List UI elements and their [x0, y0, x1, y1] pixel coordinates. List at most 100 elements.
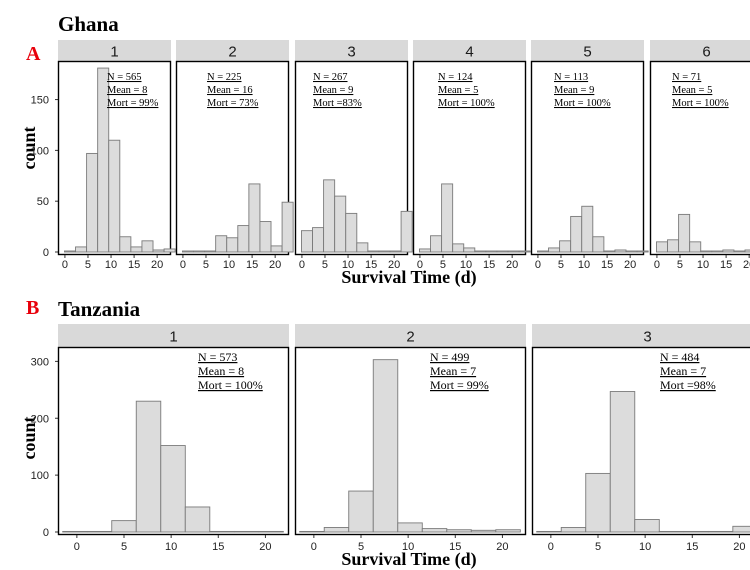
panel-a-facet-1: 1 N = 565 Mean = 8 Mort = 99% 0 5 10 15 20: [57, 40, 176, 271]
panel-a-facet-3-bar: [356, 242, 369, 253]
panel-b-facet-frame: [294, 346, 527, 536]
panel-b-x-tick-label: 10: [639, 541, 651, 553]
panel-a-facet-1-bar: [141, 240, 154, 253]
panel-a-facet-4-bar: [474, 250, 487, 253]
panel-a-facet-4-stat: Mean = 5: [438, 85, 478, 96]
panel-a-x-tick-label: 5: [85, 259, 91, 271]
panel-a-facet-3: 3 N = 267 Mean = 9 Mort =83% 0 5 10 15 20: [294, 40, 413, 271]
panel-a-facet-5-bar: [614, 249, 627, 253]
panel-b-facet-3-bar: [658, 530, 685, 533]
panel-a-x-tick-label: 0: [417, 259, 423, 271]
panel-b-facet-1-bar: [86, 530, 113, 533]
panel-b-facet-1-stat: N = 573: [198, 350, 237, 364]
panel-b-facet-2-bar: [446, 529, 472, 533]
panel-b-facet-2-bar: [397, 522, 423, 533]
panel-a-x-tick-label: 10: [342, 259, 354, 271]
panel-b-title: Tanzania: [58, 297, 141, 321]
panel-a-x-tick-label: 0: [299, 259, 305, 271]
panel-a-facet-strip-label: 2: [228, 44, 236, 61]
panel-b-facet-1-bar: [233, 530, 260, 533]
panel-a-title: Ghana: [58, 12, 119, 36]
panel-a-facet-3-stat: Mean = 9: [313, 85, 353, 96]
panel-a-x-tick-label: 5: [203, 259, 209, 271]
panel-b-y-tick-label: 200: [31, 413, 49, 425]
panel-a-facet-5: 5 N = 113 Mean = 9 Mort = 100% 0 5 10 15 20: [530, 40, 649, 271]
panel-b-facet-strip: [295, 324, 526, 347]
panel-a-facet-1-bar: [119, 236, 132, 253]
panel-b-x-tick-label: 20: [496, 541, 508, 553]
panel-a-facet-strip: [176, 40, 289, 61]
panel-a-facet-5-bar: [592, 236, 605, 253]
panel-a-facet-3-bar: [312, 227, 325, 253]
panel-a-facet-4-bar: [441, 183, 454, 253]
panel-a-facet-6-bar: [744, 249, 750, 253]
panel-a-facet-3-bar: [301, 230, 313, 253]
panel-a-facet-frame: [412, 60, 527, 256]
panel-a-facet-5-bar: [537, 250, 549, 253]
panel-b-facet-strip-label: 3: [643, 329, 651, 346]
panel-a-facet-6-bar: [700, 250, 713, 253]
panel-a-facet-1-bar: [163, 248, 176, 253]
panel-a-facet-1-bar: [108, 139, 121, 253]
panel-a-facet-6: 6N = 71 Mean = 5 Mort = 100% 0 5 10 15 20: [649, 40, 750, 271]
panel-a-facet-4-stat: Mort = 100%: [438, 98, 495, 109]
panel-a-y-tick-label: 150: [31, 95, 49, 107]
panel-b-facet-3-bar: [707, 530, 734, 533]
panel-b-x-tick-label: 10: [402, 541, 414, 553]
panel-b-facet-3-stat: N = 484: [660, 350, 699, 364]
panel-a-x-tick-label: 20: [151, 259, 163, 271]
panel-b-facet-3-bar: [732, 525, 750, 533]
panel-a-facet-2-bar: [248, 183, 261, 253]
panel-a-facet-1-bar: [152, 249, 165, 253]
panel-a-facet-3-bar: [345, 212, 358, 253]
panel-b-facet-3-stat: Mort =98%: [660, 378, 716, 392]
panel-a-facet-strip: [295, 40, 408, 61]
panel-a-facet-4-bar: [463, 247, 476, 253]
panel-a-x-tick-label: 10: [105, 259, 117, 271]
panel-a-facet-3-bar: [334, 195, 347, 253]
panel-b-facet-2-bar: [495, 529, 521, 533]
panel-a-facet-4-bar: [419, 248, 431, 253]
panel-a-x-tick-label: 15: [720, 259, 732, 271]
panel-a-facet-6-stat: N = 71: [672, 72, 701, 83]
panel-a-y-tick-label: 100: [31, 145, 49, 157]
panel-a-facet-6-bar: [689, 241, 702, 253]
panel-a-x-tick-label: 5: [440, 259, 446, 271]
panel-b-facet-strip-label: 1: [169, 329, 177, 346]
panel-a-facet-5-stat: Mort = 100%: [554, 98, 611, 109]
panel-a-facet-5-stat: Mean = 9: [554, 85, 594, 96]
panel-b-facet-2-bar: [323, 527, 350, 533]
panel-a-facet-4-stat: N = 124: [438, 72, 473, 83]
panel-a-x-label: Survival Time (d): [341, 267, 476, 288]
panel-a-facet-2-bar: [204, 250, 217, 253]
panel-a-facet-1-bar: [130, 246, 143, 253]
panel-a-facet-4-bar: [452, 243, 465, 253]
panel-a-facet-3-stat: Mort =83%: [313, 98, 362, 109]
panel-b-facet-3-bar: [585, 472, 611, 533]
panel-a-facet-4-bar: [430, 235, 443, 253]
panel-a-facet-6-bar: [667, 239, 680, 253]
panel-a-x-tick-label: 20: [743, 259, 750, 271]
panel-a-facet-5-bar: [625, 250, 638, 253]
panel-a-facet-5-bar: [581, 205, 594, 253]
panel-a-facet-4-bar: [485, 250, 498, 253]
panel-b-x-tick-label: 5: [358, 541, 364, 553]
panel-a-x-tick-label: 5: [322, 259, 328, 271]
panel-a-facet-2-stat: Mort = 73%: [207, 98, 259, 109]
panel-a-facet-4-bar: [518, 250, 531, 253]
panel-b-facet-2-bar: [421, 528, 448, 533]
panel-b-x-label: Survival Time (d): [341, 549, 476, 570]
panel-b-facet-2-stat: N = 499: [430, 350, 469, 364]
panel-b-facet-1-bar: [209, 530, 235, 533]
panel-b-x-tick-label: 10: [165, 541, 177, 553]
panel-a-facet-6-stat: Mean = 5: [672, 85, 712, 96]
panel-b-facet-2-bar: [348, 490, 374, 533]
panel-b-facet-3-stat: Mean = 7: [660, 364, 706, 378]
panel-a-x-tick-label: 5: [677, 259, 683, 271]
panel-b-x-tick-label: 0: [74, 541, 80, 553]
panel-b-x-tick-label: 15: [212, 541, 224, 553]
